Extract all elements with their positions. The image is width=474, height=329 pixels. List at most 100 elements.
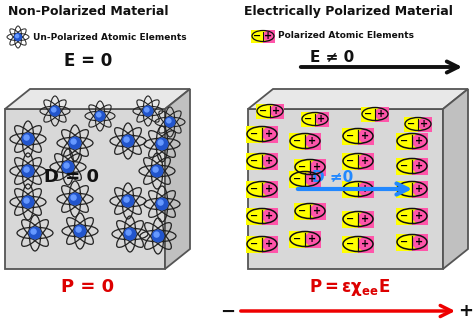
Text: Polarized Atomic Elements: Polarized Atomic Elements xyxy=(278,32,414,40)
Ellipse shape xyxy=(358,237,373,251)
Text: −: − xyxy=(304,114,312,124)
Circle shape xyxy=(69,137,81,149)
Ellipse shape xyxy=(262,182,277,196)
Polygon shape xyxy=(342,153,358,169)
Circle shape xyxy=(145,108,149,112)
Text: +: + xyxy=(362,156,370,166)
Text: +: + xyxy=(415,161,424,171)
Circle shape xyxy=(71,195,76,200)
Text: +: + xyxy=(265,129,273,139)
Polygon shape xyxy=(342,181,358,197)
Polygon shape xyxy=(443,89,468,269)
Circle shape xyxy=(69,193,81,205)
Ellipse shape xyxy=(257,105,283,117)
Ellipse shape xyxy=(310,160,325,174)
Polygon shape xyxy=(262,208,278,224)
Polygon shape xyxy=(5,89,190,109)
Text: +: + xyxy=(264,31,273,41)
Ellipse shape xyxy=(343,129,373,143)
Polygon shape xyxy=(396,181,412,197)
Circle shape xyxy=(16,35,18,38)
Circle shape xyxy=(29,227,41,239)
Polygon shape xyxy=(396,158,412,174)
Text: +: + xyxy=(362,214,370,224)
Polygon shape xyxy=(248,89,468,109)
Text: −: − xyxy=(250,239,258,249)
Ellipse shape xyxy=(270,105,283,117)
Circle shape xyxy=(156,198,168,210)
Ellipse shape xyxy=(412,159,427,173)
Ellipse shape xyxy=(295,160,325,174)
Ellipse shape xyxy=(397,235,427,249)
Circle shape xyxy=(122,195,134,207)
Text: −: − xyxy=(293,174,301,184)
Text: +: + xyxy=(265,211,273,221)
Polygon shape xyxy=(289,170,305,188)
Circle shape xyxy=(71,139,76,144)
Text: E ≠ 0: E ≠ 0 xyxy=(310,49,354,64)
Text: −: − xyxy=(250,156,258,166)
Text: $\mathbf{-}$: $\mathbf{-}$ xyxy=(220,302,236,320)
Ellipse shape xyxy=(262,127,277,141)
Polygon shape xyxy=(305,170,321,188)
Polygon shape xyxy=(396,234,412,250)
Polygon shape xyxy=(396,133,412,149)
Text: P = 0: P = 0 xyxy=(62,278,115,296)
Text: +: + xyxy=(313,206,321,216)
Circle shape xyxy=(24,198,29,203)
Ellipse shape xyxy=(412,182,427,196)
Polygon shape xyxy=(301,112,315,126)
Ellipse shape xyxy=(358,129,373,143)
Ellipse shape xyxy=(343,182,373,196)
Text: +: + xyxy=(309,234,317,244)
Text: −: − xyxy=(299,206,307,216)
Ellipse shape xyxy=(262,237,277,251)
Polygon shape xyxy=(418,116,432,132)
Ellipse shape xyxy=(290,232,320,246)
Ellipse shape xyxy=(247,126,277,141)
Polygon shape xyxy=(256,104,270,118)
Polygon shape xyxy=(294,203,310,219)
Text: +: + xyxy=(415,136,424,146)
Circle shape xyxy=(31,229,36,234)
Text: −: − xyxy=(250,211,258,221)
Text: −: − xyxy=(299,162,307,172)
Text: +: + xyxy=(362,239,370,249)
Text: E = 0: E = 0 xyxy=(64,52,112,70)
Circle shape xyxy=(95,111,105,121)
Polygon shape xyxy=(342,236,358,252)
Text: +: + xyxy=(318,114,326,124)
Polygon shape xyxy=(270,104,284,118)
Text: −: − xyxy=(293,136,301,146)
Ellipse shape xyxy=(295,204,325,218)
Ellipse shape xyxy=(305,232,320,246)
Ellipse shape xyxy=(263,31,274,41)
Polygon shape xyxy=(412,208,428,224)
Ellipse shape xyxy=(418,118,431,130)
Text: +: + xyxy=(362,184,370,194)
Ellipse shape xyxy=(252,31,274,41)
Ellipse shape xyxy=(397,159,427,173)
Circle shape xyxy=(76,227,81,232)
Circle shape xyxy=(50,106,60,116)
Text: −: − xyxy=(346,131,355,141)
Polygon shape xyxy=(358,128,374,144)
Circle shape xyxy=(52,108,56,112)
Ellipse shape xyxy=(302,113,328,125)
Polygon shape xyxy=(358,236,374,252)
Circle shape xyxy=(158,200,163,205)
Text: −: − xyxy=(401,237,409,247)
Text: −: − xyxy=(408,119,416,129)
Text: +: + xyxy=(415,184,424,194)
Ellipse shape xyxy=(358,182,373,196)
Text: D ≠0: D ≠0 xyxy=(312,169,353,185)
Ellipse shape xyxy=(412,134,427,148)
Polygon shape xyxy=(342,128,358,144)
Text: +: + xyxy=(273,106,281,116)
Ellipse shape xyxy=(343,237,373,251)
Text: −: − xyxy=(401,211,409,221)
Polygon shape xyxy=(305,133,321,149)
Text: −: − xyxy=(346,156,355,166)
Polygon shape xyxy=(246,153,262,169)
Polygon shape xyxy=(246,236,262,252)
